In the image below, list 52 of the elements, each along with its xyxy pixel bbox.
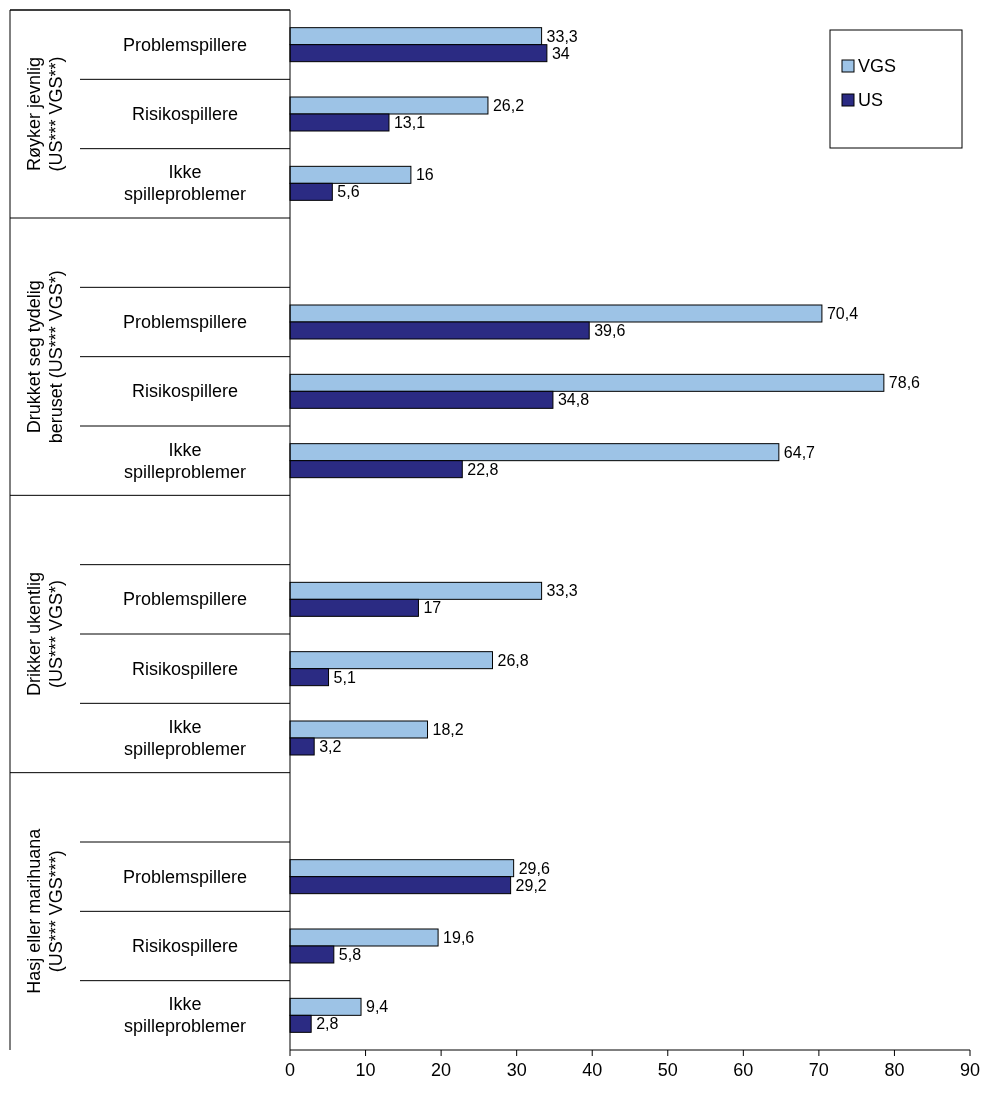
data-label: 17 xyxy=(423,599,442,617)
x-tick-label: 10 xyxy=(355,1060,376,1080)
text: Drukket seg tydelig beruset (US*** VGS*) xyxy=(24,270,66,444)
x-tick-label: 60 xyxy=(733,1060,754,1080)
data-label: 34 xyxy=(551,44,570,62)
data-label: 5,6 xyxy=(337,183,360,201)
data-label: 3,2 xyxy=(319,738,342,755)
data-label: 70,4 xyxy=(826,305,859,322)
y-tick-label: Ikke spilleproblemer xyxy=(123,717,247,759)
text: Drikker ukentlig (US*** VGS*) xyxy=(24,571,66,697)
data-label: 5,8 xyxy=(338,946,362,963)
x-tick-label: 70 xyxy=(808,1060,829,1080)
text: Hasj eller marihuana (US*** VGS***) xyxy=(24,827,66,994)
data-label: 19,6 xyxy=(443,929,475,946)
data-label: 26,2 xyxy=(492,97,525,114)
data-label: 5,1 xyxy=(333,668,356,686)
data-label: 29,2 xyxy=(515,876,547,894)
data-label: 78,6 xyxy=(888,374,921,392)
y-tick-label: Ikke spilleproblemer xyxy=(123,162,247,205)
data-label: 26,8 xyxy=(497,651,529,669)
data-label: 39,6 xyxy=(594,322,626,339)
y-tick-label: Risikospillere xyxy=(131,104,239,124)
data-label: 64,7 xyxy=(783,443,816,461)
x-tick-label: 50 xyxy=(657,1060,678,1080)
x-tick-label: 20 xyxy=(431,1060,452,1080)
x-tick-label: 90 xyxy=(959,1060,981,1080)
text: Røyker jevnlig (US*** VGS**) xyxy=(24,56,66,172)
data-label: 34,8 xyxy=(557,391,590,409)
y-tick-label: Problemspillere xyxy=(122,589,248,610)
y-tick-label: Problemspillere xyxy=(122,34,248,55)
x-tick-label: 0 xyxy=(284,1060,296,1080)
data-label: 13,1 xyxy=(393,114,426,131)
x-tick-label: 40 xyxy=(582,1060,603,1080)
data-label: 18,2 xyxy=(432,721,464,738)
data-label: 29,6 xyxy=(518,859,550,877)
legend-label: VGS xyxy=(858,56,897,76)
y-tick-label: Risikospillere xyxy=(131,658,239,679)
data-label: 2,8 xyxy=(316,1015,339,1033)
data-label: 16 xyxy=(415,166,434,184)
legend-label: US xyxy=(858,90,884,110)
y-tick-label: Problemspillere xyxy=(122,866,248,887)
x-tick-label: 80 xyxy=(884,1060,905,1080)
data-label: 33,3 xyxy=(546,582,578,600)
y-tick-label: Ikke spilleproblemer xyxy=(123,439,247,482)
x-tick-label: 30 xyxy=(506,1060,527,1080)
data-label: 33,3 xyxy=(546,27,578,45)
y-tick-label: Risikospillere xyxy=(131,936,239,956)
data-label: 9,4 xyxy=(366,998,389,1016)
y-tick-label: Ikke spilleproblemer xyxy=(123,994,247,1037)
data-label: 22,8 xyxy=(467,460,499,478)
y-tick-label: Risikospillere xyxy=(131,381,239,402)
y-tick-label: Problemspillere xyxy=(122,312,248,332)
